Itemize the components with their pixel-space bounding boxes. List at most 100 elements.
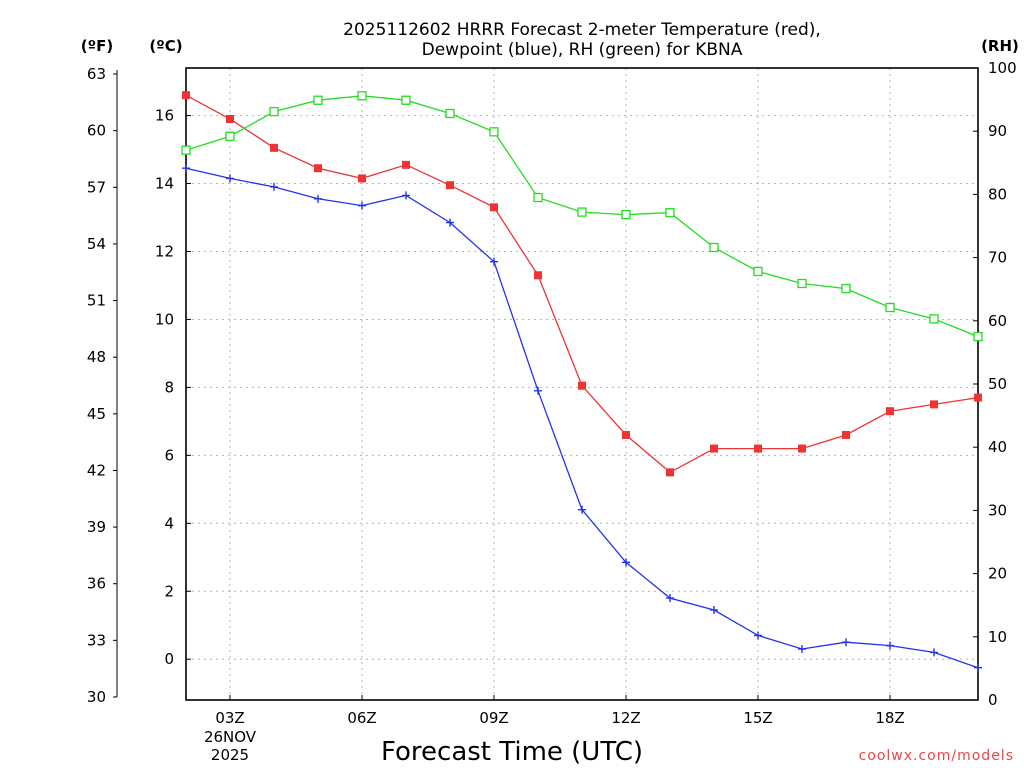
temperature-point — [182, 91, 190, 100]
rh-tick-label: 40 — [988, 438, 1007, 456]
celsius-tick-label: 2 — [164, 582, 174, 600]
rh-point — [357, 91, 367, 101]
rh-point — [929, 314, 939, 324]
dewpoint-point — [754, 631, 762, 640]
time-tick-label: 03Z — [215, 709, 244, 727]
time-tick-label: 18Z — [875, 709, 904, 727]
temperature-point — [358, 174, 366, 183]
temperature-point — [446, 181, 454, 190]
rh-tick-label: 100 — [988, 59, 1017, 77]
dewpoint-point — [886, 641, 894, 650]
rh-tick-label: 80 — [988, 185, 1007, 203]
rh-point — [181, 145, 191, 155]
rh-point — [533, 192, 543, 203]
rh-point — [797, 278, 807, 289]
fahrenheit-tick-label: 48 — [87, 348, 106, 366]
plot-frame — [185, 67, 979, 701]
rh-tick-label: 10 — [988, 628, 1007, 646]
series-layer — [181, 91, 983, 672]
rh-tick-label: 0 — [988, 691, 998, 709]
celsius-tick-label: 4 — [164, 514, 174, 532]
temperature-point — [534, 271, 542, 280]
fahrenheit-tick-label: 30 — [87, 688, 106, 706]
temperature-point — [886, 407, 894, 416]
celsius-tick-label: 16 — [155, 107, 174, 125]
fahrenheit-tick-label: 42 — [87, 461, 106, 479]
x-axis-title: Forecast Time (UTC) — [381, 737, 643, 767]
temperature-point — [622, 430, 630, 439]
rh-tick-label: 30 — [988, 501, 1007, 519]
temperature-point — [710, 444, 718, 453]
dewpoint-point — [226, 174, 234, 183]
temperature-point — [270, 143, 278, 152]
fahrenheit-tick-label: 51 — [87, 292, 106, 310]
temperature-point — [578, 381, 586, 390]
rh-point — [445, 108, 455, 119]
rh-tick-label: 50 — [988, 375, 1007, 393]
fahrenheit-axis: 30 33 36 39 42 45 48 51 54 57 60 63 — [87, 65, 117, 706]
dewpoint-point — [974, 663, 982, 672]
temperature-line — [185, 94, 979, 474]
fahrenheit-tick-label: 60 — [87, 122, 106, 140]
fahrenheit-tick-label: 36 — [87, 575, 106, 593]
rh-tick-label: 90 — [988, 122, 1007, 140]
celsius-tick-label: 6 — [164, 446, 174, 464]
celsius-axis: 0 2 4 6 8 10 12 14 16 — [155, 107, 191, 668]
temperature-point — [754, 444, 762, 453]
dewpoint-point — [314, 194, 322, 203]
fahrenheit-tick-label: 54 — [87, 235, 106, 253]
fahrenheit-tick-label: 39 — [87, 518, 106, 536]
dewpoint-point — [930, 648, 938, 657]
time-axis: 03Z 06Z 09Z 12Z 15Z 18Z — [215, 695, 905, 727]
rh-point — [841, 283, 851, 294]
celsius-tick-label: 8 — [164, 378, 174, 396]
rh-point — [621, 209, 631, 220]
dewpoint-point — [402, 191, 410, 200]
dewpoint-point — [710, 605, 718, 614]
celsius-tick-label: 12 — [155, 242, 174, 260]
rh-point — [269, 106, 279, 117]
temperature-point — [226, 114, 234, 123]
rh-point — [577, 207, 587, 217]
fahrenheit-tick-label: 57 — [87, 178, 106, 196]
fahrenheit-tick-label: 63 — [87, 65, 106, 83]
time-tick-label: 09Z — [479, 709, 508, 727]
dewpoint-point — [798, 645, 806, 654]
temperature-point — [490, 203, 498, 212]
dewpoint-point — [666, 594, 674, 603]
rh-point — [753, 266, 763, 277]
dewpoint-point — [622, 558, 630, 567]
temperature-point — [666, 468, 674, 477]
dewpoint-point — [578, 505, 586, 514]
dewpoint-point — [270, 182, 278, 191]
rh-point — [885, 302, 895, 313]
source-credit: coolwx.com/models — [859, 748, 1014, 764]
time-tick-label: 06Z — [347, 709, 376, 727]
dewpoint-point — [534, 386, 542, 395]
rh-unit-label: (RH) — [981, 37, 1019, 55]
fahrenheit-unit-label: (ºF) — [81, 37, 113, 55]
celsius-tick-label: 14 — [155, 175, 174, 193]
rh-point — [973, 331, 983, 342]
time-tick-label: 12Z — [611, 709, 640, 727]
rh-tick-label: 60 — [988, 312, 1007, 330]
fahrenheit-tick-label: 33 — [87, 631, 106, 649]
rh-axis: 0 10 20 30 40 50 60 70 80 90 100 — [973, 59, 1017, 709]
chart-title-line2: Dewpoint (blue), RH (green) for KBNA — [422, 40, 743, 60]
rh-tick-label: 70 — [988, 249, 1007, 267]
dewpoint-point — [490, 257, 498, 266]
dewpoint-point — [182, 164, 190, 173]
dewpoint-series — [182, 164, 982, 672]
rh-point — [489, 127, 499, 137]
rh-tick-label: 20 — [988, 565, 1007, 583]
date-label-day: 26NOV — [204, 728, 257, 746]
rh-point — [665, 208, 675, 218]
date-label-year: 2025 — [211, 746, 249, 764]
celsius-tick-label: 0 — [164, 650, 174, 668]
time-tick-label: 15Z — [743, 709, 772, 727]
temperature-point — [798, 444, 806, 453]
dewpoint-point — [358, 201, 366, 210]
temperature-series — [182, 91, 982, 477]
temperature-point — [842, 430, 850, 439]
